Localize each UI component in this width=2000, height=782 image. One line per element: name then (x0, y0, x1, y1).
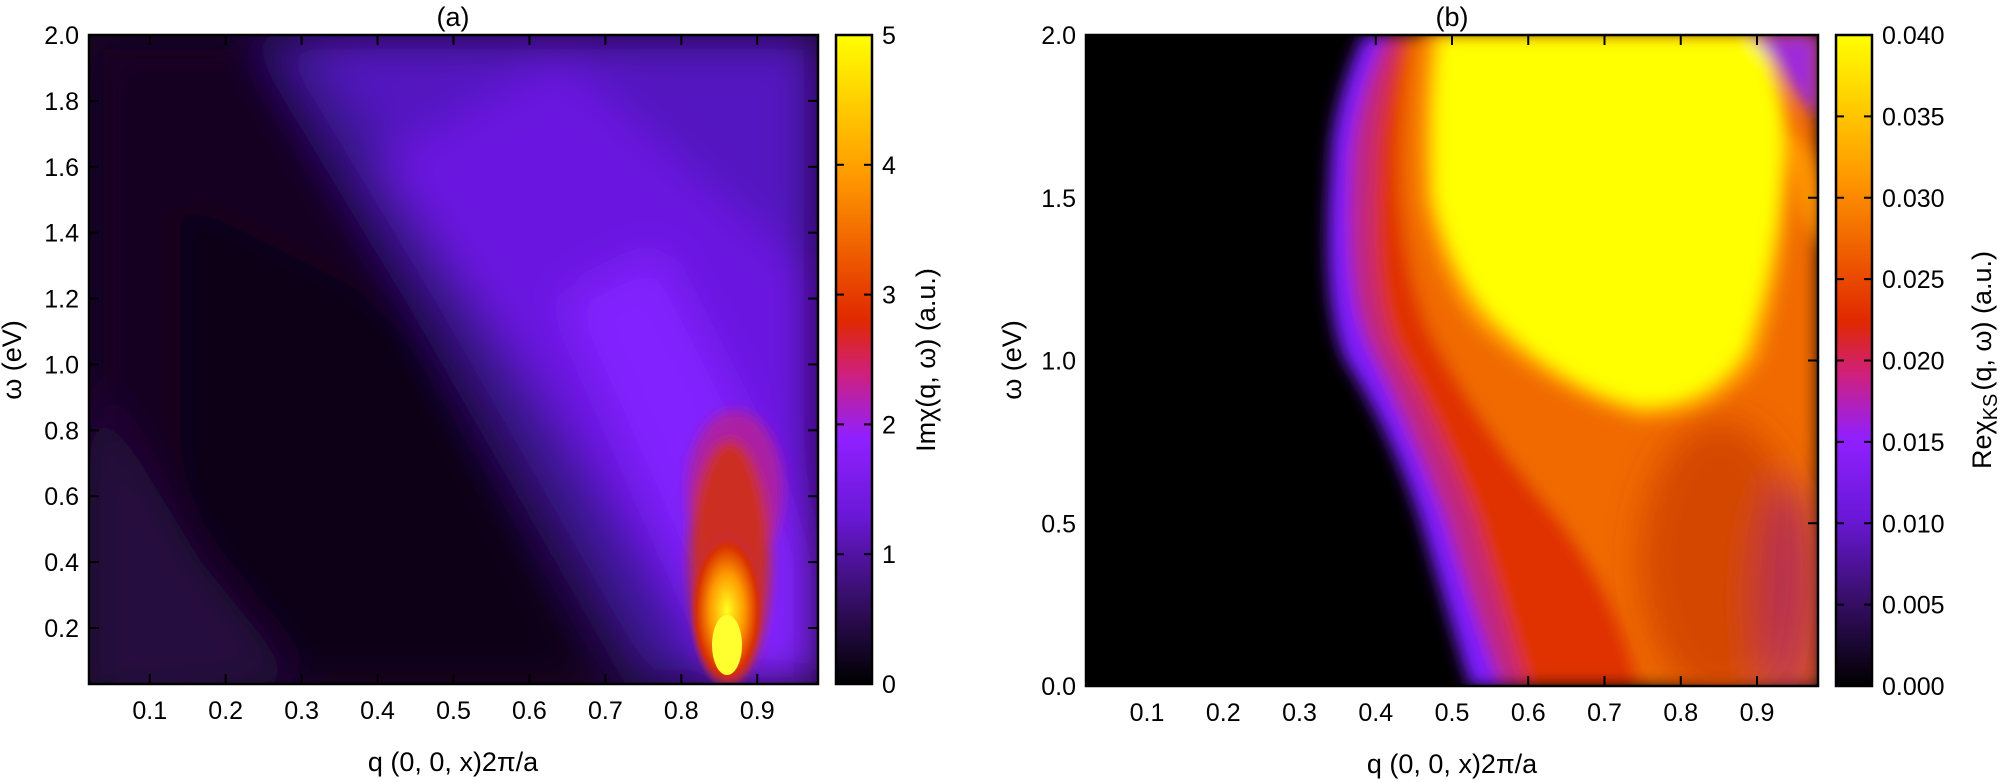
panel-a-ytick-label: 1.4 (44, 220, 79, 248)
panel-b-ytick-label: 0.5 (1041, 510, 1076, 538)
panel-b-xtick-label: 0.4 (1358, 699, 1393, 727)
panel-b-xtick-label: 0.1 (1130, 699, 1165, 727)
panel-b-heatmap (1084, 33, 1820, 688)
panel-b-title: (b) (1436, 2, 1469, 32)
colorbar-b-tick-label: 0.005 (1882, 592, 1945, 620)
panel-b-xtick-label: 0.8 (1663, 699, 1698, 727)
colorbar-b-tick-label: 0.040 (1882, 22, 1945, 50)
colorbar-b-tick-label: 0.030 (1882, 185, 1945, 213)
colorbar-a-tick-label: 1 (882, 541, 896, 569)
colorbar-a-label: Imχ(q, ω) (a.u.) (911, 268, 941, 452)
panel-a-xtick-label: 0.2 (208, 697, 243, 725)
panel-a-xtick-label: 0.5 (436, 697, 471, 725)
panel-a-ytick-label: 0.8 (44, 417, 79, 445)
panel-b-ytick-label: 1.0 (1041, 348, 1076, 376)
panel-a-xtick-label: 0.8 (664, 697, 699, 725)
panel-b-xtick-label: 0.9 (1740, 699, 1775, 727)
colorbar-b-tick-label: 0.035 (1882, 103, 1945, 131)
panel-a-title: (a) (437, 2, 470, 32)
panel-b-xtick-label: 0.6 (1511, 699, 1546, 727)
colorbar-a-tick-label: 4 (882, 152, 896, 180)
panel-b-ytick-label: 1.5 (1041, 185, 1076, 213)
colorbar-b-tick-label: 0.010 (1882, 510, 1945, 538)
panel-a-ytick-label: 1.8 (44, 88, 79, 116)
colorbar-b-tick-label: 0.015 (1882, 429, 1945, 457)
panel-a-xtick-label: 0.3 (284, 697, 319, 725)
colorbar-b-label-main: Reχ (1967, 420, 1997, 469)
panel-a-ytick-label: 0.2 (44, 615, 79, 643)
colorbar-a-tick-label: 2 (882, 411, 896, 439)
panel-a-ytick-label: 1.6 (44, 154, 79, 182)
colorbar-b-label-tail: (q, ω) (a.u.) (1967, 251, 1997, 391)
colorbar-a-tick-label: 0 (882, 671, 896, 699)
ticks-layer: 0.1 0.2 0.3 0.4 0.5 0.6 0.7 0.8 0.9 0.2 0.4 0.6 0.8 1… (44, 22, 1944, 727)
colorbar-b-tick-label: 0.020 (1882, 348, 1945, 376)
panel-b-xtick-label: 0.2 (1206, 699, 1241, 727)
panel-a-ytick-label: 1.2 (44, 286, 79, 314)
colorbar-a-tick-label: 3 (882, 282, 896, 310)
panel-b-ytick-label: 0.0 (1041, 673, 1076, 701)
colorbar-b-tick-label: 0.000 (1882, 673, 1945, 701)
colorbar-a-tick-label: 5 (882, 22, 896, 50)
colorbar-b-tick-label: 0.025 (1882, 266, 1945, 294)
panel-a-xtick-label: 0.1 (132, 697, 167, 725)
colorbar-a (834, 33, 874, 686)
panel-a-ylabel: ω (eV) (0, 320, 27, 400)
colorbar-b-label-sub: KS (1980, 394, 2000, 421)
panel-a-heatmap (87, 33, 820, 686)
panel-a-xtick-label: 0.6 (512, 697, 547, 725)
panel-b-xtick-label: 0.5 (1435, 699, 1470, 727)
panel-b-xtick-label: 0.3 (1282, 699, 1317, 727)
panel-b-ylabel: ω (eV) (997, 320, 1027, 400)
colorbar-b-label: ReχKS (q, ω) (a.u.) (1967, 251, 2000, 469)
panel-a-xlabel: q (0, 0, x)2π/a (368, 747, 539, 777)
panel-a-ytick-label: 0.6 (44, 483, 79, 511)
panel-a-xtick-label: 0.4 (360, 697, 395, 725)
panel-a-ytick-label: 1.0 (44, 351, 79, 379)
panel-a-xtick-label: 0.9 (740, 697, 775, 725)
panel-b-xtick-label: 0.7 (1587, 699, 1622, 727)
panel-a-xtick-label: 0.7 (588, 697, 623, 725)
panel-a-ytick-label: 2.0 (44, 22, 79, 50)
panel-b-ytick-label: 2.0 (1041, 22, 1076, 50)
panel-b-xlabel: q (0, 0, x)2π/a (1367, 749, 1538, 779)
panel-a-ytick-label: 0.4 (44, 549, 79, 577)
